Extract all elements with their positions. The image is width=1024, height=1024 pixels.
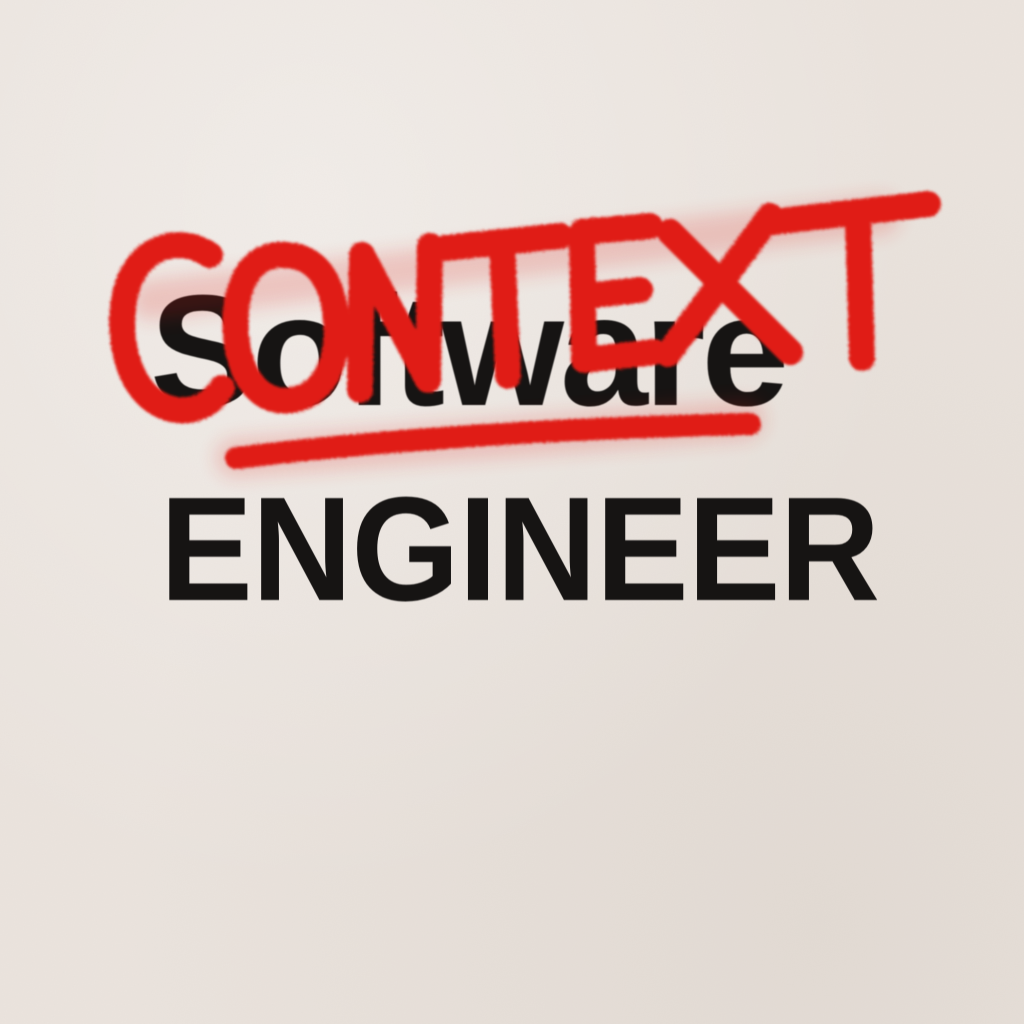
graffiti-letter-x — [655, 203, 803, 367]
graffiti-letter-o — [222, 241, 350, 414]
graffiti-letter-n — [347, 233, 443, 403]
printed-word-engineer: ENGINEER — [160, 467, 880, 632]
graffiti-underline — [225, 413, 761, 469]
graffiti-letter-e — [569, 213, 667, 373]
graffiti-letter-c — [109, 232, 235, 424]
graffiti-letter-t2 — [759, 191, 941, 371]
graffiti-letter-t1 — [432, 223, 573, 389]
